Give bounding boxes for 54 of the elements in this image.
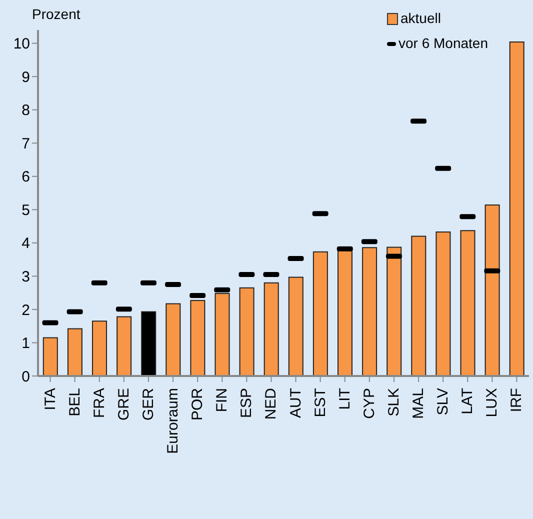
bar <box>509 41 524 376</box>
x-tick-label: ITA <box>42 388 59 410</box>
y-tick-label: 9 <box>22 68 30 86</box>
y-axis-title: Prozent <box>32 6 80 22</box>
bar <box>338 249 352 376</box>
x-tick-label: GRE <box>115 388 132 421</box>
y-tick-label: 6 <box>22 168 30 186</box>
y-tick-label: 1 <box>22 335 30 352</box>
bar <box>411 236 426 376</box>
bar <box>141 311 156 376</box>
y-tick-label: 2 <box>22 302 30 319</box>
bar <box>436 231 451 376</box>
x-tick-label: LUX <box>484 388 501 418</box>
bar <box>484 204 500 376</box>
bar <box>312 251 328 376</box>
y-tick-label: 8 <box>22 102 30 120</box>
bar <box>42 337 58 376</box>
x-tick-label: CYP <box>360 388 378 419</box>
x-tick-label: LAT <box>459 388 476 414</box>
x-tick-label: LIT <box>336 388 354 410</box>
x-tick-label: FIN <box>214 388 231 412</box>
x-tick-label: MAL <box>410 388 428 419</box>
y-tick-label: 0 <box>22 368 30 386</box>
y-tick-label: 4 <box>22 235 30 252</box>
bar <box>67 328 82 376</box>
bar <box>116 316 132 376</box>
x-tick-label: GER <box>140 388 157 421</box>
x-tick-label: POR <box>189 388 206 421</box>
x-tick-label: BEL <box>66 388 84 416</box>
bar <box>190 300 206 376</box>
bar <box>92 320 107 376</box>
x-tick-label: EST <box>312 388 329 418</box>
bar <box>460 230 476 376</box>
x-tick-label: SLV <box>434 388 452 416</box>
y-tick-label: 5 <box>22 202 30 219</box>
x-tick-label: SLK <box>385 388 402 416</box>
bar <box>239 287 254 376</box>
bar <box>386 246 402 376</box>
y-tick-label: 7 <box>22 135 30 152</box>
legend-label: aktuell <box>400 9 441 28</box>
x-tick-label: NED <box>262 388 280 420</box>
x-tick-label: FRA <box>90 388 108 418</box>
x-tick-label: IRF <box>508 388 526 412</box>
x-tick-label: Euroraum <box>164 388 182 454</box>
bar <box>288 276 304 376</box>
bar <box>264 282 279 376</box>
legend-label: vor 6 Monaten <box>398 34 488 53</box>
x-tick-label: ESP <box>238 388 256 418</box>
y-tick-label: 10 <box>13 36 30 53</box>
x-tick-label: AUT <box>287 388 304 418</box>
bar <box>362 247 378 376</box>
bar <box>214 292 230 376</box>
bar <box>166 303 181 376</box>
y-tick-label: 3 <box>22 268 30 286</box>
